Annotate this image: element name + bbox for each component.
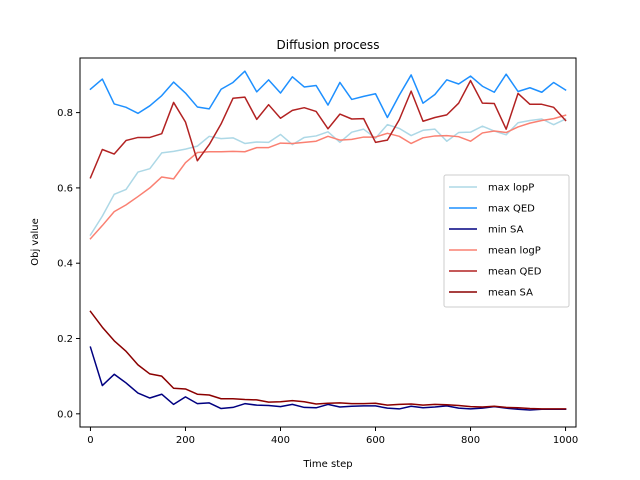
series-lines — [89, 70, 567, 411]
series-line-mean-sa — [89, 310, 567, 410]
legend-label-min-sa: min SA — [488, 225, 524, 236]
series-line-min-sa — [89, 346, 567, 411]
series-line-max-qed — [89, 70, 567, 119]
y-tick-label: 0.2 — [57, 334, 73, 345]
x-tick-label: 1000 — [553, 435, 578, 446]
x-axis: 0 200 400 600 800 1000 — [87, 427, 578, 446]
legend-label-max-qed: max QED — [488, 204, 535, 215]
legend-label-mean-logp: mean logP — [488, 246, 541, 257]
series-line-mean-qed — [89, 79, 567, 179]
legend-label-max-lopp: max lopP — [488, 183, 534, 194]
x-tick-label: 400 — [271, 435, 290, 446]
x-axis-label: Time step — [302, 459, 352, 470]
legend-label-mean-qed: mean QED — [488, 267, 542, 278]
legend: max lopP max QED min SA mean logP mean QED me… — [443, 174, 570, 308]
y-tick-label: 0.8 — [57, 108, 73, 119]
series-line-mean-logp — [89, 114, 567, 240]
y-axis-label: Obj value — [30, 218, 41, 266]
x-tick-label: 600 — [366, 435, 385, 446]
y-axis: 0.0 0.2 0.4 0.6 0.8 — [57, 108, 80, 420]
plot-frame — [79, 57, 577, 428]
x-tick-label: 200 — [176, 435, 195, 446]
y-tick-label: 0.0 — [57, 409, 73, 420]
x-tick-label: 800 — [461, 435, 480, 446]
y-tick-label: 0.6 — [57, 183, 73, 194]
chart-title: Diffusion process — [277, 38, 380, 52]
x-tick-label: 0 — [87, 435, 93, 446]
legend-label-mean-sa: mean SA — [488, 288, 533, 299]
y-tick-label: 0.4 — [57, 259, 73, 270]
series-line-max-lopp — [89, 118, 567, 237]
